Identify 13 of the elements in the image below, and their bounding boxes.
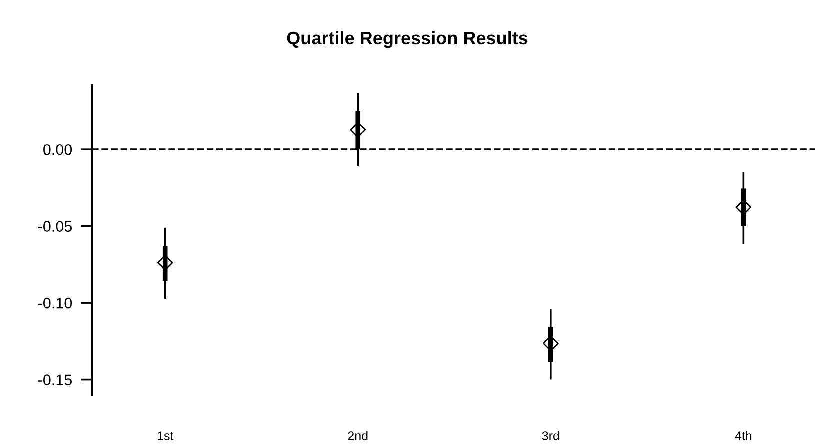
point (736, 199, 752, 216)
x-tick-label: 2nd (348, 431, 368, 440)
point (350, 122, 366, 138)
y-tick-label: -0.10 (38, 298, 72, 309)
point (542, 336, 559, 352)
y-tick-label: -0.05 (38, 221, 72, 232)
x-tick-label: 1st (158, 432, 174, 440)
point (157, 254, 174, 271)
x-tick-label: 3rd (542, 431, 560, 440)
y-tick-label: -0.15 (38, 374, 72, 386)
chart-title: Quartile Regression Results (287, 31, 528, 48)
x-tick-label: 4th (735, 431, 752, 440)
y-tick-label: 0.00 (44, 144, 72, 156)
